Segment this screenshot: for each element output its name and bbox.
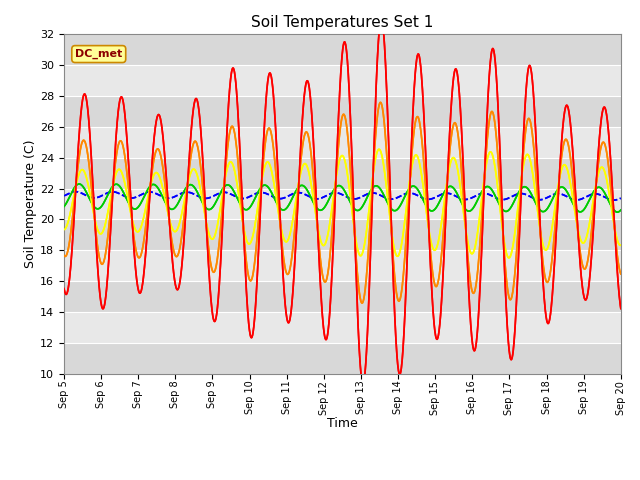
-32cm [72, 189, 79, 194]
Bar [64, 189, 621, 219]
-32cm [584, 193, 591, 199]
-32cm [617, 195, 625, 201]
Bar [64, 219, 621, 251]
-8cm [504, 255, 512, 261]
-4cm [358, 300, 366, 306]
-4cm [216, 240, 223, 245]
Text: DC_met: DC_met [75, 49, 122, 59]
Bar [64, 96, 621, 127]
-2cm [60, 286, 68, 291]
-4cm [376, 99, 384, 105]
Line: -2cm: -2cm [64, 19, 621, 384]
-16cm [568, 198, 575, 204]
-4cm [505, 293, 513, 299]
-16cm [216, 192, 223, 198]
-16cm [504, 207, 512, 213]
-16cm [60, 204, 68, 209]
-32cm [60, 193, 68, 199]
-2cm [505, 342, 513, 348]
-2cm [617, 306, 625, 312]
-32cm [371, 190, 379, 196]
Bar [64, 127, 621, 157]
-16cm [75, 181, 83, 187]
Bar [64, 34, 621, 65]
Line: -4cm: -4cm [64, 102, 621, 303]
Bar [64, 65, 621, 96]
-16cm [359, 203, 367, 209]
-32cm [504, 195, 512, 201]
-2cm [358, 380, 366, 386]
-32cm [359, 193, 367, 199]
-8cm [216, 212, 223, 218]
-16cm [371, 183, 379, 189]
-32cm [568, 196, 575, 202]
X-axis label: Time: Time [327, 417, 358, 430]
-4cm [617, 271, 625, 277]
-2cm [371, 120, 379, 125]
-8cm [584, 230, 591, 236]
Y-axis label: Soil Temperature (C): Soil Temperature (C) [24, 140, 37, 268]
-2cm [378, 16, 385, 22]
-8cm [505, 255, 513, 261]
-8cm [375, 146, 383, 152]
Bar [64, 281, 621, 312]
-32cm [216, 190, 223, 196]
Line: -8cm: -8cm [64, 149, 621, 258]
-4cm [568, 169, 576, 175]
-8cm [371, 161, 378, 167]
-8cm [358, 251, 366, 256]
-2cm [216, 282, 223, 288]
-4cm [584, 259, 591, 264]
Title: Soil Temperatures Set 1: Soil Temperatures Set 1 [252, 15, 433, 30]
-4cm [371, 144, 379, 149]
-32cm [610, 197, 618, 203]
-8cm [60, 227, 68, 233]
Line: -32cm: -32cm [64, 192, 621, 200]
-4cm [359, 300, 367, 305]
-2cm [568, 139, 576, 145]
-16cm [584, 201, 591, 207]
Bar [64, 312, 621, 343]
Bar [64, 251, 621, 281]
-16cm [617, 207, 625, 213]
-2cm [359, 381, 367, 386]
Line: -16cm: -16cm [64, 184, 621, 212]
-2cm [584, 292, 591, 298]
-8cm [617, 242, 625, 248]
Legend: -32cm, -16cm, -8cm, -4cm, -2cm: -32cm, -16cm, -8cm, -4cm, -2cm [161, 475, 524, 480]
-16cm [614, 209, 621, 215]
-4cm [60, 252, 68, 258]
Bar [64, 157, 621, 189]
Bar [64, 343, 621, 374]
-8cm [568, 191, 576, 196]
